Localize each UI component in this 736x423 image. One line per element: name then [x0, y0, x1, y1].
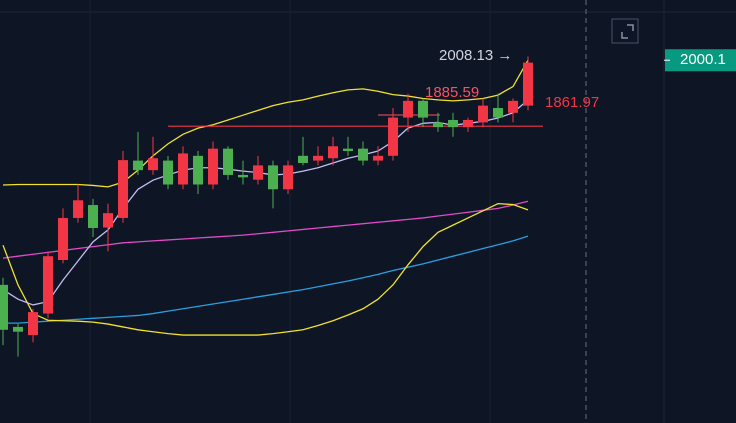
candle-body [448, 119, 458, 128]
candle-body [388, 117, 398, 156]
candle-body [133, 160, 143, 171]
mid-label: 1885.59 [425, 84, 479, 101]
candle-body [208, 148, 218, 185]
candle-body [73, 200, 83, 218]
candle-body [403, 100, 413, 118]
icon-frame[interactable] [611, 18, 639, 44]
ma-line [2, 59, 529, 188]
candle-body [148, 158, 158, 171]
candle-body [28, 312, 38, 336]
candle-body [523, 62, 533, 106]
candle-body [373, 155, 383, 161]
candle-body [358, 148, 368, 161]
candle-body [268, 165, 278, 190]
price-box [665, 49, 736, 72]
candle-body [328, 146, 338, 159]
candle-body [463, 119, 473, 128]
candle-body [343, 148, 353, 152]
candle-body [253, 165, 263, 180]
candle-body [103, 213, 113, 228]
fullscreen-icon[interactable] [611, 18, 639, 44]
high-label: 2008.13 → [439, 47, 512, 64]
candle-body [58, 217, 68, 261]
candle-body [178, 153, 188, 185]
candle-body [118, 160, 128, 218]
ma-line [3, 235, 529, 324]
candle-body [43, 256, 53, 314]
price-label: 2000.1 [680, 51, 726, 68]
icon-arrows[interactable] [621, 24, 634, 39]
candle-body [13, 326, 23, 332]
candle-body [0, 284, 8, 330]
candle-body [508, 100, 518, 113]
candle-body [163, 160, 173, 185]
candle-body [433, 122, 443, 128]
candle-body [283, 165, 293, 190]
candle-body [298, 155, 308, 163]
ma-line [2, 200, 529, 259]
candle-body [193, 155, 203, 185]
candle-body [88, 205, 98, 228]
hline-label: 1861.97 [545, 94, 599, 111]
candle-body [478, 105, 488, 123]
candle-body [418, 100, 428, 118]
candle-body [223, 148, 233, 175]
candle-body [493, 108, 503, 118]
candle-body [238, 174, 248, 178]
candle-body [313, 155, 323, 161]
ma-line [2, 202, 529, 336]
